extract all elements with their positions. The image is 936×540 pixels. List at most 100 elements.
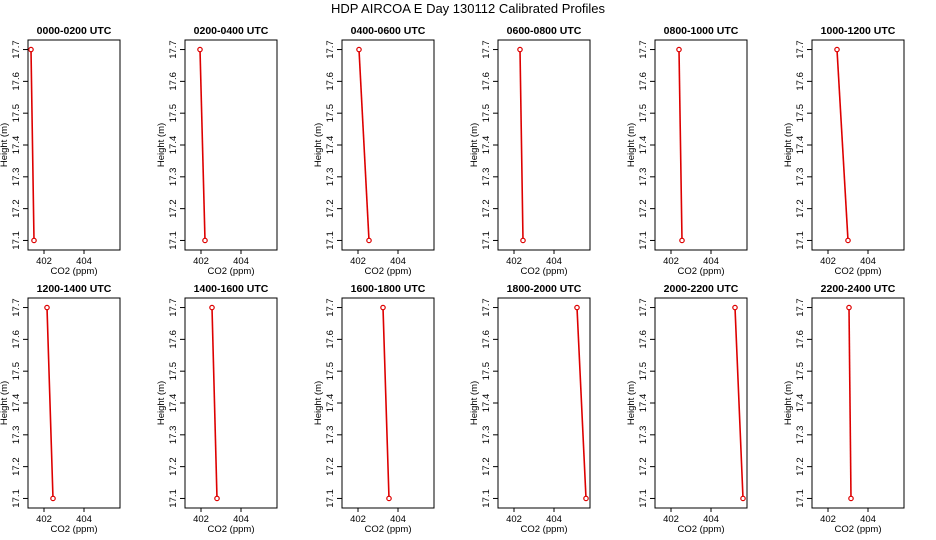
plot-frame	[497, 297, 591, 509]
profile-line	[211, 307, 218, 499]
profile-panel: 2200-2400 UTC 17.1 17.2 17.3 17.4 17.5 17.6 17.…	[783, 283, 905, 535]
plot-frame	[811, 39, 905, 251]
y-tick-label: 17.6	[481, 72, 492, 91]
data-point	[197, 46, 203, 53]
x-tick-label: 404	[546, 514, 562, 525]
y-tick-label: 17.4	[481, 394, 492, 413]
profile-panel: 0600-0800 UTC 17.1 17.2 17.3 17.4 17.5 17.6 17.…	[469, 25, 591, 277]
data-point	[209, 304, 215, 311]
x-tick-label: 404	[390, 256, 406, 267]
profile-panel: 0000-0200 UTC 17.1 17.2 17.3 17.4 17.5 17.6 17.…	[0, 25, 121, 277]
profile-panel: 1200-1400 UTC 17.1 17.2 17.3 17.4 17.5 17.6 17.…	[0, 283, 121, 535]
y-tick-label: 17.6	[795, 330, 806, 349]
plot-frame	[654, 297, 748, 509]
y-axis-label: Height (m)	[626, 123, 637, 167]
y-tick-label: 17.5	[795, 362, 806, 381]
data-point	[520, 237, 526, 244]
y-tick-label: 17.5	[638, 362, 649, 381]
plot-frame	[27, 297, 121, 509]
profile-panel: 0400-0600 UTC 17.1 17.2 17.3 17.4 17.5 17.6 17.…	[313, 25, 435, 277]
profile-panel: 1400-1600 UTC 17.1 17.2 17.3 17.4 17.5 17.6 17.…	[156, 283, 278, 535]
plot-frame	[654, 39, 748, 251]
plot-frame	[184, 297, 278, 509]
y-tick-label: 17.3	[325, 426, 336, 445]
y-tick-label: 17.7	[795, 298, 806, 317]
data-point	[214, 495, 220, 502]
data-point	[583, 495, 589, 502]
plot-frame	[27, 39, 121, 251]
x-tick-label: 402	[663, 514, 679, 525]
panel-title: 1200-1400 UTC	[37, 283, 112, 295]
y-tick-label: 17.2	[11, 457, 22, 476]
data-point	[366, 237, 372, 244]
panel-grid: 0000-0200 UTC 17.1 17.2 17.3 17.4 17.5 17.6 17.…	[0, 25, 905, 535]
y-tick-label: 17.1	[795, 489, 806, 508]
y-tick-label: 17.2	[795, 199, 806, 218]
y-tick-label: 17.2	[481, 199, 492, 218]
profile-line	[678, 49, 683, 241]
profile-panel: 0800-1000 UTC 17.1 17.2 17.3 17.4 17.5 17.6 17.…	[626, 25, 748, 277]
y-tick-label: 17.3	[11, 426, 22, 445]
panel-title: 0200-0400 UTC	[194, 25, 269, 37]
y-tick-label: 17.5	[168, 362, 179, 381]
x-axis-label: CO2 (ppm)	[678, 524, 725, 535]
plot-frame	[497, 39, 591, 251]
profile-line	[199, 49, 206, 241]
y-axis-label: Height (m)	[783, 123, 794, 167]
data-point	[848, 495, 854, 502]
profile-panel: 2000-2200 UTC 17.1 17.2 17.3 17.4 17.5 17.6 17.…	[626, 283, 748, 535]
panel-title: 1600-1800 UTC	[351, 283, 426, 295]
y-tick-label: 17.6	[168, 330, 179, 349]
y-tick-label: 17.4	[795, 394, 806, 413]
y-tick-label: 17.7	[481, 40, 492, 59]
y-tick-label: 17.6	[638, 72, 649, 91]
panel-title: 0000-0200 UTC	[37, 25, 112, 37]
y-axis-label: Height (m)	[156, 381, 167, 425]
profile-panel: 1800-2000 UTC 17.1 17.2 17.3 17.4 17.5 17.6 17.…	[469, 283, 591, 535]
y-tick-label: 17.4	[168, 136, 179, 155]
x-tick-label: 402	[193, 256, 209, 267]
panel-title: 1000-1200 UTC	[821, 25, 896, 37]
y-tick-label: 17.6	[11, 72, 22, 91]
y-tick-label: 17.1	[325, 489, 336, 508]
y-axis-label: Height (m)	[626, 381, 637, 425]
data-point	[380, 304, 386, 311]
profile-line	[382, 307, 390, 499]
y-tick-label: 17.5	[481, 104, 492, 123]
data-point	[517, 46, 523, 53]
data-point	[676, 46, 682, 53]
plot-frame	[341, 39, 435, 251]
y-tick-label: 17.5	[11, 362, 22, 381]
y-tick-label: 17.7	[638, 40, 649, 59]
y-tick-label: 17.2	[638, 199, 649, 218]
y-tick-label: 17.3	[481, 168, 492, 187]
y-tick-label: 17.1	[11, 489, 22, 508]
y-tick-label: 17.2	[795, 457, 806, 476]
data-point	[732, 304, 738, 311]
panel-title: 1800-2000 UTC	[507, 283, 582, 295]
y-tick-label: 17.7	[168, 40, 179, 59]
y-tick-label: 17.4	[325, 394, 336, 413]
x-axis-label: CO2 (ppm)	[365, 266, 412, 277]
y-tick-label: 17.7	[481, 298, 492, 317]
y-tick-label: 17.5	[11, 104, 22, 123]
profile-line	[576, 307, 587, 499]
y-tick-label: 17.6	[325, 72, 336, 91]
y-tick-label: 17.3	[795, 168, 806, 187]
y-tick-label: 17.4	[481, 136, 492, 155]
x-tick-label: 404	[703, 514, 719, 525]
y-tick-label: 17.5	[325, 362, 336, 381]
x-tick-label: 402	[820, 256, 836, 267]
y-tick-label: 17.1	[168, 489, 179, 508]
data-point	[846, 304, 852, 311]
profile-line	[46, 307, 54, 499]
figure-title: HDP AIRCOA E Day 130112 Calibrated Profi…	[331, 1, 606, 16]
data-point	[845, 237, 851, 244]
y-tick-label: 17.7	[11, 298, 22, 317]
y-tick-label: 17.3	[795, 426, 806, 445]
y-axis-label: Height (m)	[469, 123, 480, 167]
profile-panel: 1000-1200 UTC 17.1 17.2 17.3 17.4 17.5 17.6 17.…	[783, 25, 905, 277]
y-tick-label: 17.7	[168, 298, 179, 317]
x-tick-label: 404	[703, 256, 719, 267]
